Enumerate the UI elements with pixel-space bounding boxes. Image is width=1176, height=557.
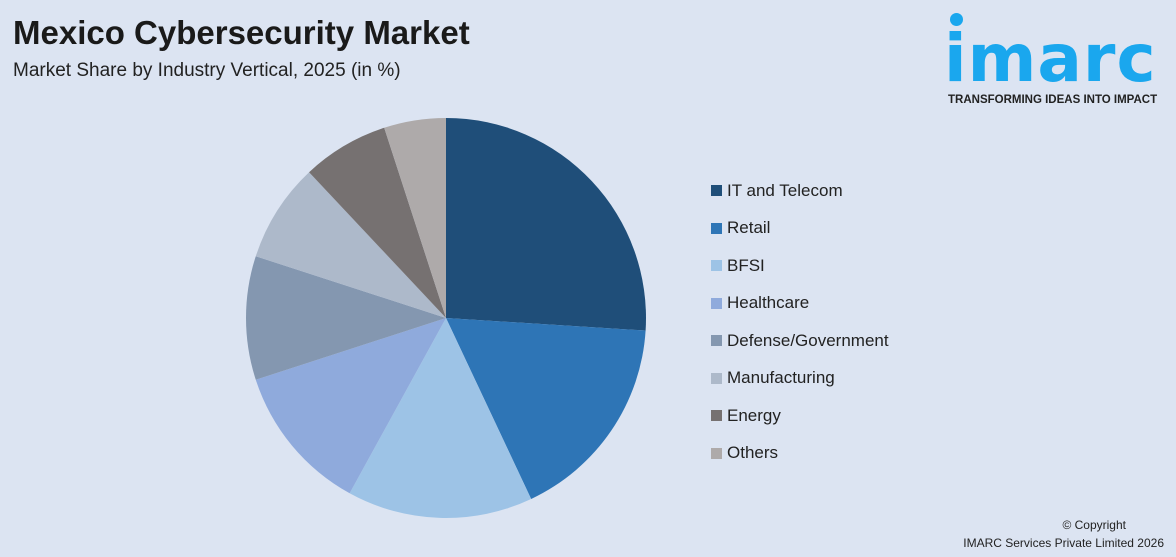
pie-chart [246,118,646,518]
legend-swatch [711,185,722,197]
pie-slice-others [384,118,446,318]
pie-slice-it-and-telecom [446,118,646,331]
legend-label: IT and Telecom [727,180,843,200]
pie-slice-energy [309,127,446,318]
pie-slice-defense-government [246,256,446,380]
legend-swatch [711,447,722,459]
pie-slice-healthcare [255,318,446,494]
legend-item: Manufacturing [711,360,889,398]
legend: IT and Telecom Retail BFSI Healthcare Defens… [711,172,889,472]
legend-item: Healthcare [711,285,889,323]
legend-swatch [711,372,722,384]
logo-text: imarc [944,20,1157,97]
copyright: © Copyright IMARC Services Private Limit… [963,516,1164,552]
legend-swatch [711,222,722,234]
legend-label: Healthcare [727,293,810,313]
legend-item: Defense/Government [711,322,889,360]
legend-item: Others [711,435,889,473]
legend-label: Defense/Government [727,330,889,350]
pie-slice-manufacturing [255,172,446,318]
imarc-logo: imarc TRANSFORMING IDEAS INTO IMPACT [944,10,1174,110]
copyright-label: © Copyright [1062,518,1126,532]
legend-item: BFSI [711,247,889,285]
legend-label: Energy [727,405,781,425]
legend-item: IT and Telecom [711,172,889,210]
legend-swatch [711,297,722,309]
legend-item: Energy [711,397,889,435]
pie-slice-retail [446,318,646,499]
chart-subtitle: Market Share by Industry Vertical, 2025 … [13,60,401,81]
legend-swatch [711,260,722,272]
legend-label: Retail [727,218,771,238]
logo-dot [950,13,963,26]
logo-tagline: TRANSFORMING IDEAS INTO IMPACT [948,94,1158,106]
legend-label: Manufacturing [727,368,835,388]
legend-swatch [711,335,722,347]
legend-label: BFSI [727,255,765,275]
legend-swatch [711,410,722,422]
copyright-company: IMARC Services Private Limited 2026 [963,536,1164,550]
legend-label: Others [727,443,779,463]
legend-item: Retail [711,210,889,248]
chart-title: Mexico Cybersecurity Market [13,14,470,51]
pie-slice-bfsi [349,318,532,518]
